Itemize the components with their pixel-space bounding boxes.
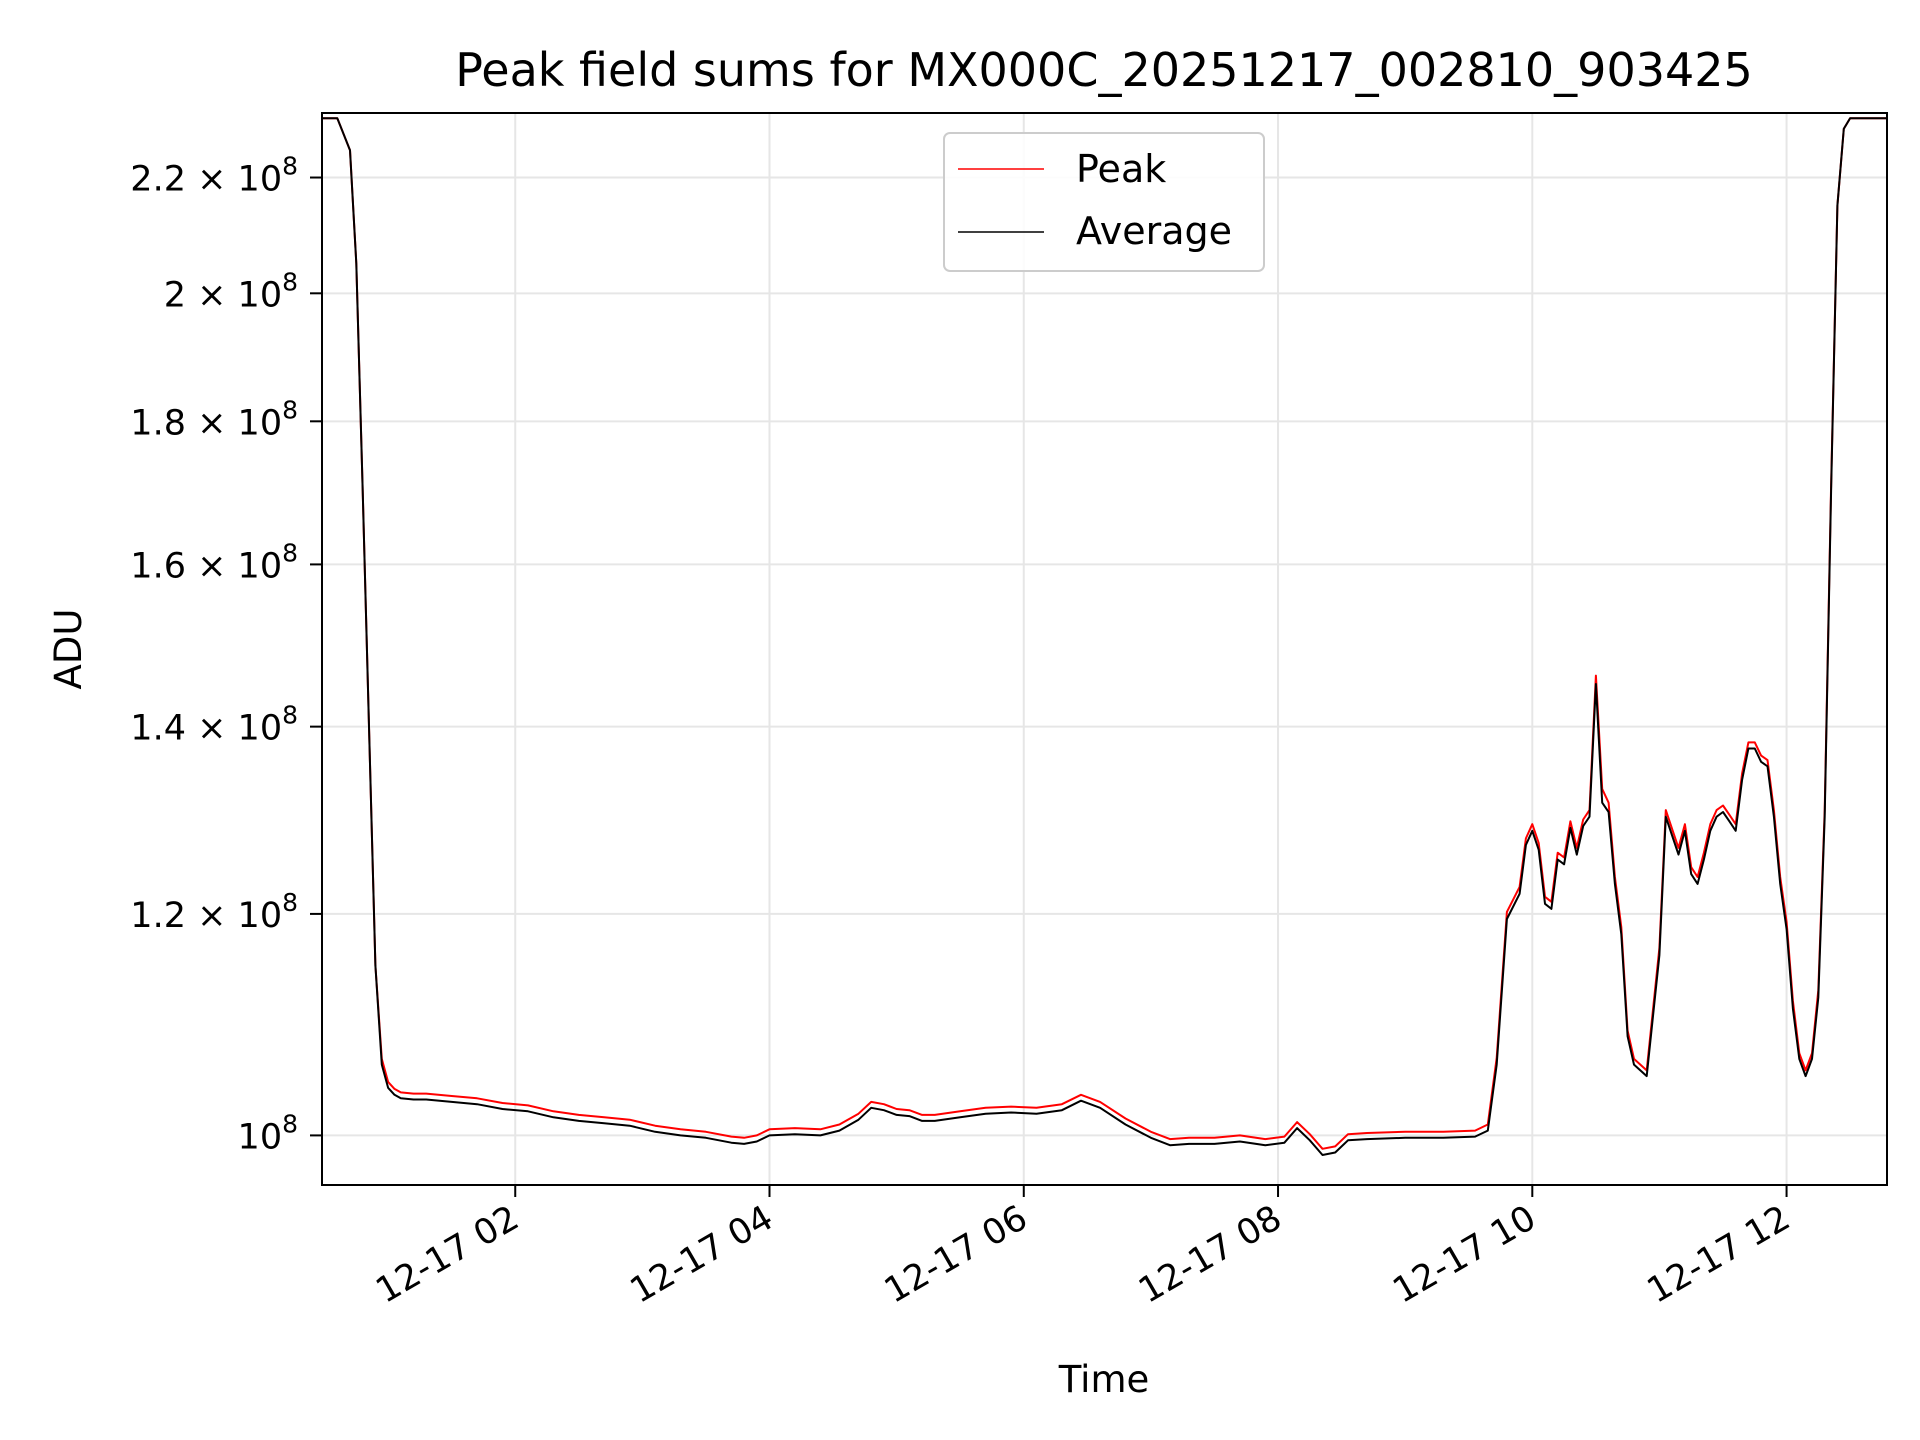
y-tick-label: 1.6 × 108 [130, 538, 298, 586]
series-line-average [321, 117, 1888, 1156]
chart-title: Peak field sums for MX000C_20251217_0028… [455, 43, 1753, 97]
legend: Peak Average [943, 132, 1265, 272]
legend-box [943, 132, 1265, 272]
plot-series [321, 117, 1888, 1156]
legend-label-average: Average [1076, 209, 1232, 253]
y-axis-label: ADU [47, 609, 90, 690]
legend-label-peak: Peak [1076, 147, 1166, 191]
y-tick-label: 108 [238, 1109, 298, 1157]
grid-lines [322, 113, 1887, 1185]
y-tick-label: 2.2 × 108 [130, 152, 298, 200]
plot-frame [321, 112, 1888, 1186]
series-line-peak [321, 117, 1888, 1150]
y-tick-label: 1.8 × 108 [130, 395, 298, 443]
y-tick-label: 2 × 108 [164, 267, 298, 315]
x-axis-label: Time [1058, 1358, 1150, 1401]
y-axis: 108 1.2 × 108 1.4 × 108 1.6 × 108 1.8 × 108 2… [130, 152, 322, 1157]
y-tick-label: 1.2 × 108 [130, 888, 298, 936]
y-tick-label: 1.4 × 108 [130, 701, 298, 749]
